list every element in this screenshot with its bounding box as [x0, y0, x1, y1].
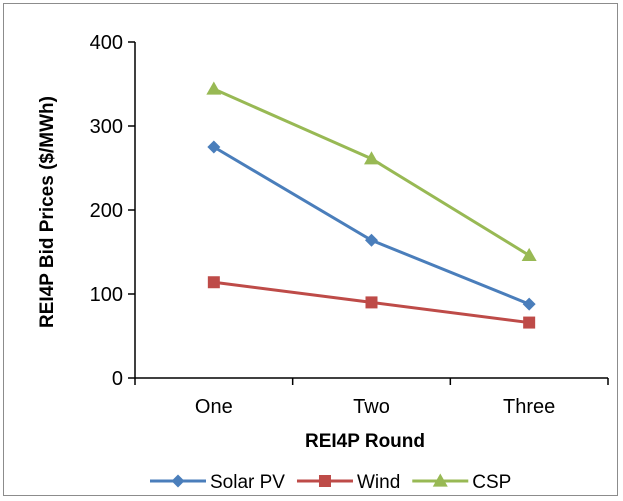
data-point-wind: [207, 276, 220, 289]
data-point-csp: [521, 247, 537, 261]
data-point-solar-pv: [365, 233, 378, 247]
y-tick-label: 300: [90, 116, 123, 138]
data-point-wind: [523, 316, 536, 329]
legend-label-csp: CSP: [472, 472, 511, 493]
legend-marker-wind: [318, 475, 331, 487]
legend-item: CSP: [412, 472, 511, 493]
x-tick-label: Two: [353, 396, 390, 418]
series-layer: [206, 81, 537, 329]
legend-item: Solar PV: [150, 472, 285, 493]
y-tick-label: 100: [90, 284, 123, 306]
chart-frame: [3, 3, 618, 496]
y-tick-label: 200: [90, 200, 123, 222]
x-axis-title: REI4P Round: [305, 431, 425, 452]
legend: Solar PV Wind CSP: [150, 472, 511, 493]
tick-labels: 0 100 200 300 400 One Two Three: [90, 32, 556, 418]
legend-label-wind: Wind: [357, 472, 400, 493]
y-tick-label: 400: [90, 32, 123, 54]
series-line-csp: [213, 87, 530, 257]
axes: [128, 41, 609, 385]
data-point-csp: [364, 151, 379, 165]
data-point-wind: [365, 296, 378, 309]
x-tick-label: One: [195, 396, 233, 418]
y-axis-title: REI4P Bid Prices ($/MWh): [37, 96, 58, 328]
data-point-csp: [206, 81, 222, 95]
legend-label-solar-pv: Solar PV: [210, 472, 285, 493]
legend-item: Wind: [296, 472, 400, 493]
legend-marker-csp: [432, 473, 448, 487]
y-tick-label: 0: [112, 368, 123, 390]
data-point-solar-pv: [522, 297, 536, 311]
x-tick-label: Three: [503, 396, 555, 418]
legend-marker-solar-pv: [171, 474, 185, 488]
data-point-solar-pv: [207, 140, 221, 154]
